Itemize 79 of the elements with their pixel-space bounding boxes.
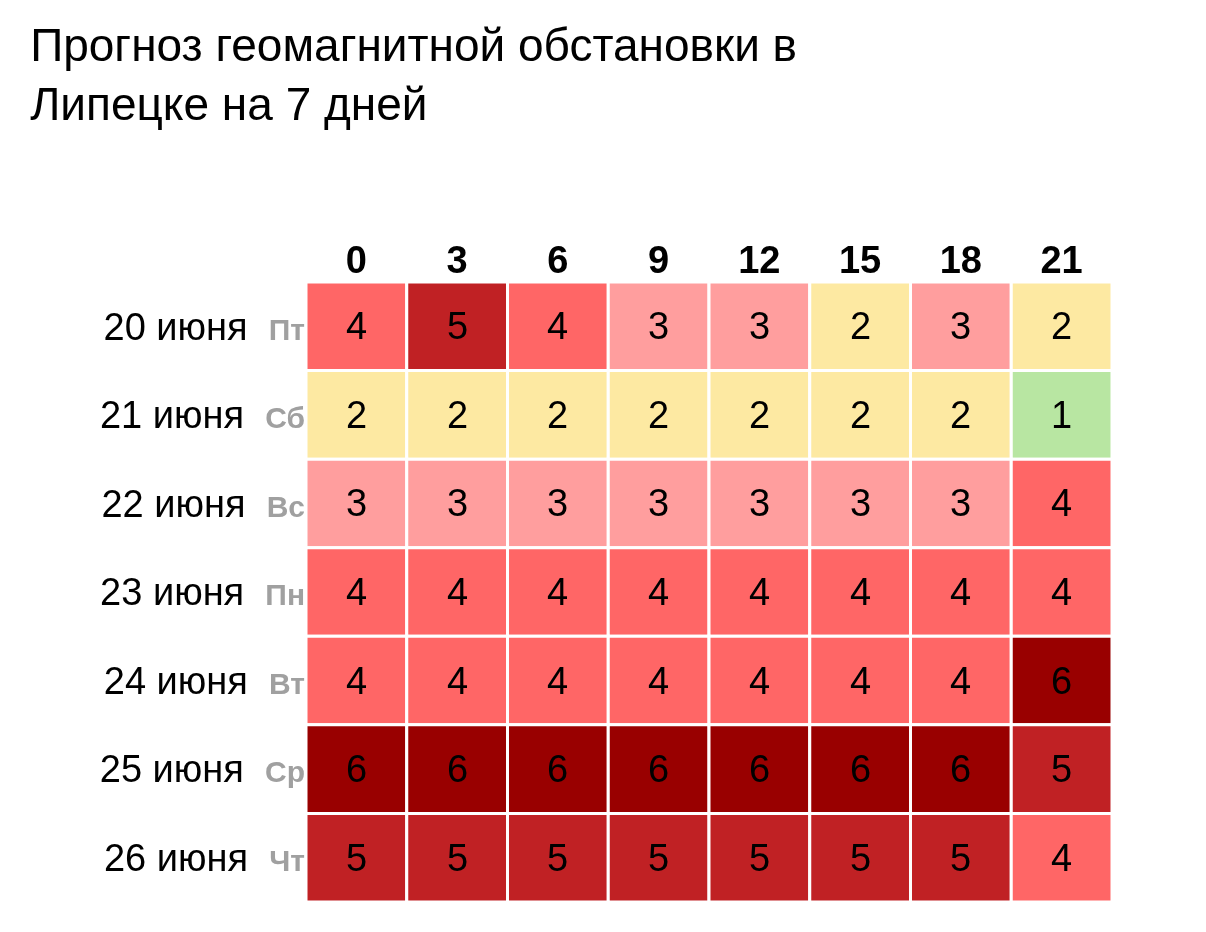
data-label: 5: [950, 837, 972, 879]
data-label: 4: [346, 660, 368, 702]
data-label: 6: [749, 748, 771, 790]
data-label: 3: [950, 482, 972, 524]
data-label: 2: [346, 394, 368, 436]
data-label: 3: [749, 305, 771, 347]
data-label: 2: [547, 394, 569, 436]
data-label: 3: [346, 482, 368, 524]
y-tick-label: 20 июня: [103, 305, 248, 348]
data-label: 3: [648, 482, 670, 524]
y2-tick-label: Вс: [266, 489, 305, 523]
data-label: 5: [850, 837, 872, 879]
data-label: 2: [850, 394, 872, 436]
y-tick-label: 23 июня: [100, 571, 245, 614]
x-tick-label: 15: [838, 239, 882, 282]
data-label: 5: [547, 837, 569, 879]
data-label: 2: [648, 394, 670, 436]
x-tick-label: 9: [648, 239, 670, 282]
data-label: 5: [648, 837, 670, 879]
data-label: 5: [447, 837, 469, 879]
data-label: 2: [749, 394, 771, 436]
data-label: 6: [950, 748, 972, 790]
data-label: 1: [1051, 394, 1073, 436]
x-tick-label: 0: [345, 239, 367, 282]
x-tick-label: 6: [547, 239, 569, 282]
x-tick-label: 3: [446, 239, 468, 282]
data-label: 6: [547, 748, 569, 790]
data-label: 4: [447, 571, 469, 613]
data-label: 4: [547, 660, 569, 702]
data-label: 4: [1051, 482, 1073, 524]
data-label: 3: [547, 482, 569, 524]
data-label: 4: [749, 660, 771, 702]
y2-tick-label: Сб: [265, 401, 305, 435]
data-label: 5: [1051, 748, 1073, 790]
y2-tick-label: Пн: [265, 578, 305, 612]
data-label: 6: [346, 748, 368, 790]
data-label: 3: [749, 482, 771, 524]
data-label: 5: [447, 305, 469, 347]
y-tick-label: 26 июня: [103, 837, 249, 880]
x-tick-label: 21: [1040, 239, 1083, 282]
data-label: 4: [547, 305, 569, 347]
data-label: 4: [850, 660, 872, 702]
y-tick-label: 24 июня: [103, 659, 248, 702]
data-label: 2: [950, 394, 972, 436]
data-label: 6: [1051, 660, 1073, 702]
data-label: 4: [447, 660, 469, 702]
y2-tick-label: Чт: [269, 844, 305, 878]
y-tick-label: 21 июня: [99, 394, 245, 437]
x-tick-label: 12: [738, 239, 781, 282]
data-label: 2: [447, 394, 469, 436]
data-label: 4: [648, 571, 670, 613]
y2-tick-label: Вт: [269, 666, 305, 700]
data-label: 3: [950, 305, 972, 347]
data-label: 4: [950, 571, 972, 613]
chart-title: Прогноз геомагнитной обстановки в Липецке на 7 дней: [30, 18, 798, 131]
data-label: 2: [850, 305, 872, 347]
data-label: 4: [547, 571, 569, 613]
data-label: 5: [346, 837, 368, 879]
data-label: 3: [447, 482, 469, 524]
data-label: 3: [850, 482, 872, 524]
data-label: 4: [950, 660, 972, 702]
data-label: 5: [749, 837, 771, 879]
data-label: 4: [346, 305, 368, 347]
data-label: 4: [850, 571, 872, 613]
data-label: 4: [346, 571, 368, 613]
y2-tick-label: Пт: [268, 312, 305, 346]
data-label: 6: [648, 748, 670, 790]
data-label: 2: [1051, 305, 1073, 347]
data-label: 4: [1051, 837, 1073, 879]
data-label: 6: [447, 748, 469, 790]
data-label: 6: [850, 748, 872, 790]
y2-tick-label: Ср: [265, 755, 305, 789]
data-label: 3: [648, 305, 670, 347]
x-tick-label: 18: [939, 239, 983, 282]
y-tick-label: 22 июня: [101, 482, 246, 525]
data-label: 4: [749, 571, 771, 613]
data-label: 4: [1051, 571, 1073, 613]
data-label: 4: [648, 660, 670, 702]
y-tick-label: 25 июня: [99, 748, 244, 791]
